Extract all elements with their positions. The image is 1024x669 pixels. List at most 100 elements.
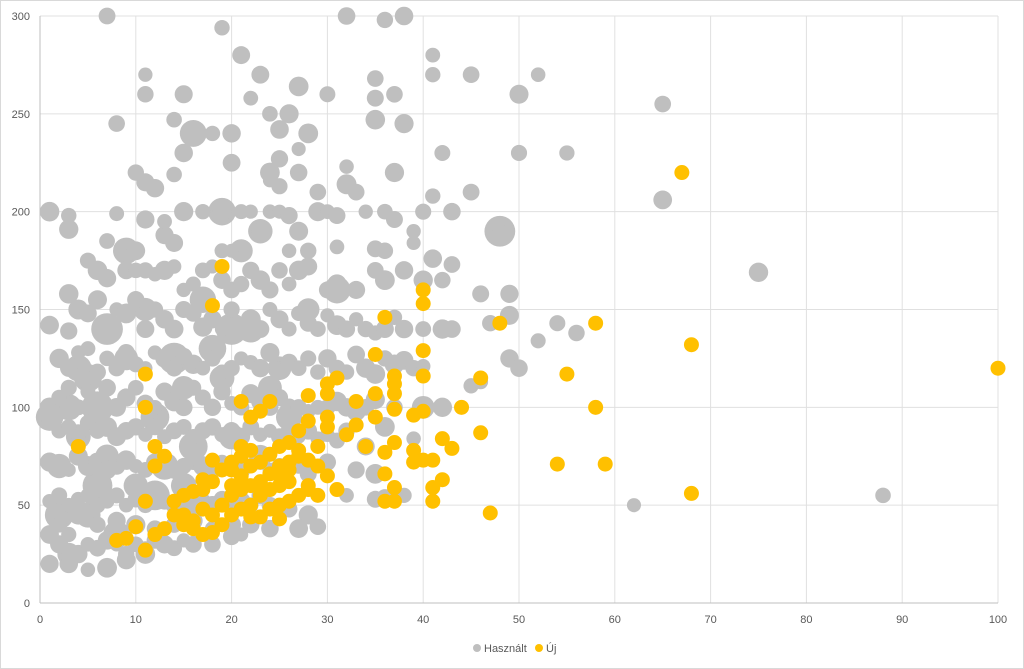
data-point-hasznalt [166,166,182,183]
data-point-hasznalt [61,462,76,477]
data-point-hasznalt [87,290,107,310]
data-point-hasznalt [166,259,182,274]
data-point-uj [233,393,249,409]
data-point-hasznalt [289,163,308,182]
data-point-uj [377,309,393,325]
data-point-hasznalt [339,159,354,174]
data-point-hasznalt [425,188,441,204]
data-point-hasznalt [337,7,356,25]
data-point-uj [425,480,441,496]
data-point-hasznalt [116,550,136,570]
data-point-uj [137,493,153,509]
data-point-hasznalt [260,342,280,363]
data-point-hasznalt [328,207,346,225]
y-tick-label: 0 [24,598,30,610]
data-point-hasznalt [165,233,184,252]
data-point-hasznalt [222,124,241,143]
data-point-uj [291,442,307,458]
data-point-hasznalt [298,123,319,144]
data-point-uj [588,315,604,331]
data-point-hasznalt [289,519,309,539]
data-point-hasznalt [300,350,317,367]
data-point-hasznalt [384,162,405,183]
data-point-uj [473,370,489,386]
data-point-uj [300,388,316,404]
data-point-hasznalt [127,291,145,309]
data-point-hasznalt [423,249,443,268]
data-point-hasznalt [117,344,135,362]
data-point-hasznalt [116,303,137,324]
data-point-hasznalt [214,321,230,337]
data-point-hasznalt [157,214,172,229]
data-point-hasznalt [233,275,250,293]
data-point-hasznalt [300,242,317,260]
data-point-hasznalt [375,320,394,339]
data-point-uj [243,442,259,458]
data-point-hasznalt [224,243,239,258]
data-point-uj [386,368,402,384]
data-point-uj [386,401,402,417]
data-point-hasznalt [394,114,414,134]
data-point-hasznalt [136,320,155,339]
data-point-hasznalt [289,221,309,241]
data-point-hasznalt [309,518,327,535]
data-point-hasznalt [232,46,251,65]
y-tick-label: 300 [12,11,30,23]
data-point-hasznalt [309,321,326,338]
data-point-hasznalt [184,305,202,322]
data-point-hasznalt [203,398,222,417]
x-tick-label: 20 [225,614,237,626]
data-point-hasznalt [59,219,79,239]
x-tick-label: 0 [37,614,43,626]
data-point-hasznalt [347,183,365,201]
data-point-hasznalt [185,379,202,396]
x-tick-label: 60 [609,614,621,626]
data-point-uj [310,458,326,474]
data-point-hasznalt [394,319,414,339]
data-point-hasznalt [386,85,403,103]
data-point-hasznalt [108,115,125,132]
data-point-uj [482,505,498,521]
y-tick-label: 150 [12,305,30,317]
data-point-uj [444,440,460,456]
data-point-hasznalt [222,153,241,172]
data-point-hasznalt [203,310,222,329]
data-point-hasznalt [109,206,125,222]
data-point-hasznalt [366,70,384,87]
data-point-hasznalt [164,319,184,339]
data-point-hasznalt [462,66,480,84]
data-point-hasznalt [329,239,345,255]
data-point-hasznalt [70,399,87,416]
data-point-uj [157,448,173,464]
data-point-uj [147,438,163,454]
x-tick-label: 40 [417,614,429,626]
y-tick-label: 100 [12,402,30,414]
data-point-hasznalt [509,84,529,104]
x-tick-label: 10 [130,614,142,626]
legend-label-uj: Új [546,642,556,655]
data-point-hasznalt [51,487,68,504]
data-point-hasznalt [366,89,384,107]
data-point-hasznalt [261,281,279,299]
data-point-uj [70,438,86,454]
data-point-uj [214,258,230,274]
data-point-hasznalt [347,280,366,299]
data-point-hasznalt [626,498,642,513]
data-point-hasznalt [281,276,297,292]
data-point-hasznalt [365,364,386,384]
data-point-hasznalt [89,516,106,533]
data-point-uj [588,399,604,415]
data-point-uj [233,468,249,484]
data-point-hasznalt [204,350,221,367]
data-point-hasznalt [319,86,336,103]
data-point-uj [128,519,144,535]
data-point-hasznalt [376,242,394,260]
data-point-hasznalt [281,321,297,337]
data-point-hasznalt [174,398,193,417]
data-point-hasznalt [80,562,96,577]
data-point-uj [339,427,355,443]
data-point-hasznalt [61,552,77,568]
legend-marker-hasznalt [473,644,481,652]
data-point-hasznalt [204,125,221,142]
